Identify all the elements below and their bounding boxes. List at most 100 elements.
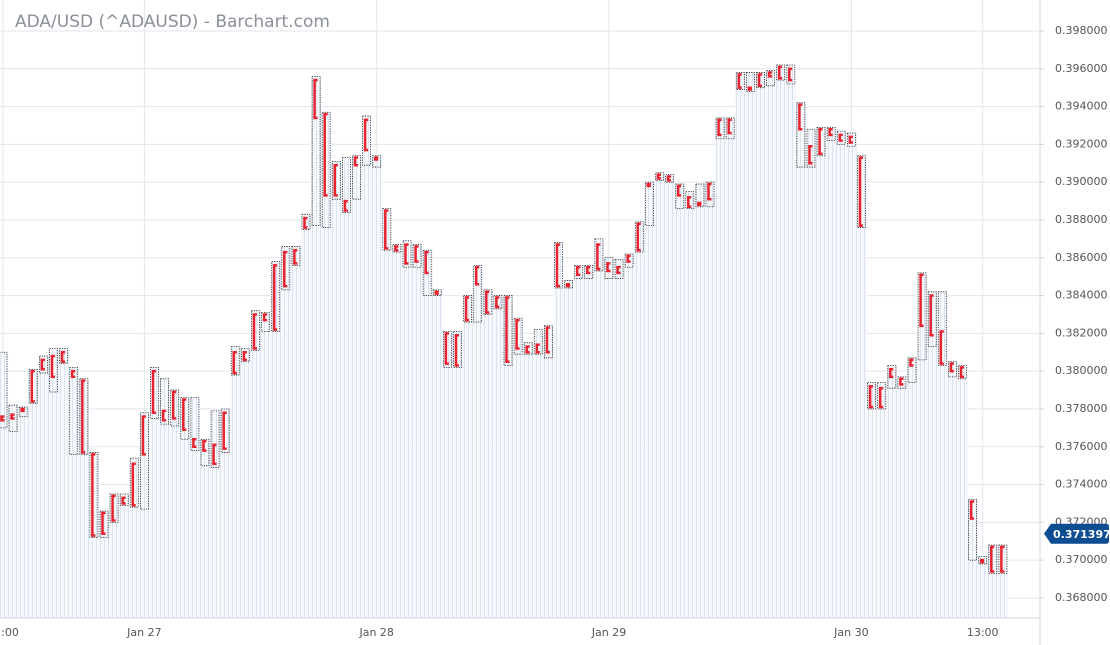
range-box: [251, 310, 260, 351]
range-box: [79, 378, 89, 455]
background-bar: [129, 458, 140, 618]
background-bar: [624, 254, 635, 618]
background-bar: [341, 157, 352, 618]
background-bar: [412, 244, 423, 618]
background-bar: [836, 131, 847, 618]
range-box: [857, 155, 866, 228]
background-bar: [533, 329, 544, 618]
background-bar: [583, 265, 594, 618]
background-bar: [927, 291, 938, 618]
range-box: [271, 261, 281, 332]
background-bar: [846, 133, 857, 618]
x-tick-label: 12:00: [0, 626, 19, 639]
range-box: [160, 378, 170, 425]
range-box: [362, 115, 372, 166]
range-box: [998, 544, 1008, 574]
background-bar: [321, 112, 332, 618]
background-bar: [563, 280, 574, 618]
range-box: [978, 555, 988, 565]
background-bar: [462, 295, 473, 618]
background-bar: [179, 397, 190, 618]
y-tick-label: 0.396000: [1055, 62, 1108, 75]
background-bar: [391, 244, 402, 618]
y-tick-label: 0.382000: [1055, 326, 1108, 339]
background-bar: [270, 261, 281, 618]
range-box: [150, 366, 159, 419]
chart-title: ADA/USD (^ADAUSD) - Barchart.com: [15, 12, 330, 32]
background-bar: [99, 511, 110, 618]
background-bar: [644, 182, 655, 618]
range-box: [968, 499, 977, 561]
y-tick-label: 0.368000: [1055, 591, 1108, 604]
range-box: [544, 325, 553, 359]
range-box: [210, 410, 220, 468]
background-bar: [371, 155, 382, 618]
background-bar: [230, 346, 241, 618]
range-box: [331, 160, 341, 200]
background-bar: [775, 65, 786, 618]
range-box: [806, 128, 816, 168]
background-bar: [735, 72, 746, 618]
background-bar: [593, 238, 604, 618]
background-bar: [856, 155, 867, 618]
range-box: [766, 70, 775, 87]
range-box: [564, 280, 573, 289]
background-bar: [806, 129, 817, 618]
y-tick-label: 0.370000: [1055, 553, 1108, 566]
background-bar: [816, 127, 827, 618]
y-tick-label: 0.378000: [1055, 402, 1108, 415]
background-bar: [210, 410, 221, 618]
background-bar: [159, 378, 170, 618]
background-bar: [957, 365, 968, 618]
background-bar: [290, 246, 301, 618]
range-box: [402, 240, 412, 268]
background-bar: [513, 318, 524, 618]
range-box: [352, 155, 361, 200]
background-bar: [301, 214, 312, 618]
background-bar: [866, 382, 877, 618]
range-box: [917, 272, 927, 361]
background-bar: [917, 272, 928, 618]
background-bar: [977, 556, 988, 618]
background-bar: [280, 246, 291, 618]
background-bar: [8, 405, 19, 618]
background-bar: [240, 348, 251, 618]
x-tick-label: Jan 27: [126, 626, 161, 639]
last-price-marker: [1044, 523, 1109, 544]
background-bar: [907, 357, 918, 618]
range-box: [139, 412, 149, 510]
range-box: [513, 317, 523, 355]
background-bar: [482, 289, 493, 618]
background-bar: [78, 378, 89, 618]
y-tick-label: 0.398000: [1055, 24, 1108, 37]
background-bar: [28, 369, 39, 618]
background-bar: [795, 102, 806, 618]
background-bar: [68, 367, 79, 618]
range-box: [220, 408, 230, 453]
background-bar: [664, 174, 675, 618]
range-box: [170, 389, 180, 427]
range-box: [291, 246, 301, 266]
range-box: [89, 452, 99, 538]
background-bar: [18, 407, 29, 618]
background-bar: [674, 184, 685, 618]
background-bar: [200, 439, 211, 618]
range-box: [816, 126, 826, 157]
background-bar: [755, 72, 766, 618]
background-bar: [169, 390, 180, 618]
background-bar: [139, 412, 150, 618]
y-tick-label: 0.374000: [1055, 478, 1108, 491]
range-box: [321, 111, 331, 228]
range-box: [887, 365, 897, 389]
range-box: [645, 181, 654, 227]
range-box: [261, 312, 271, 332]
background-bar: [937, 291, 948, 618]
range-box: [473, 264, 483, 323]
background-bar: [604, 257, 615, 618]
background-bar: [634, 221, 645, 618]
background-bar: [705, 182, 716, 618]
background-bar: [614, 259, 625, 618]
y-tick-label: 0.386000: [1055, 251, 1108, 264]
y-tick-label: 0.392000: [1055, 137, 1108, 150]
